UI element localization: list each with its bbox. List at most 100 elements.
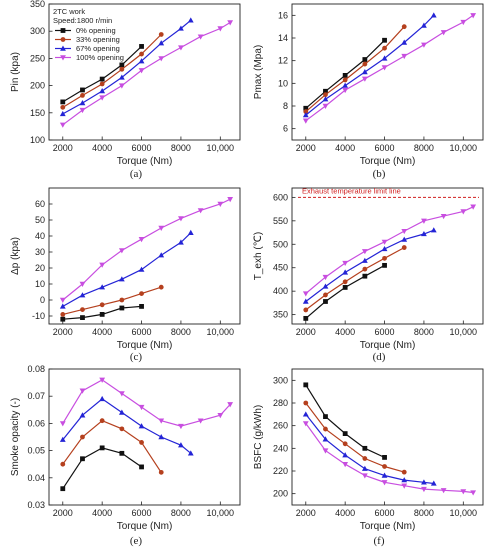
y-tick-label: 600 — [273, 192, 288, 202]
plot-frame — [48, 3, 241, 141]
data-point — [302, 421, 309, 427]
data-point — [382, 464, 387, 469]
data-point — [158, 434, 165, 440]
data-point — [401, 39, 408, 45]
chart-panel-d: 2000 4000 6000 8000 10,000 350 400 450 500 550 600… — [253, 186, 484, 363]
x-tick-label: 2000 — [53, 508, 73, 518]
data-point — [119, 62, 125, 68]
y-tick-label: 200 — [30, 81, 45, 91]
plot-frame — [291, 187, 484, 325]
data-point — [302, 411, 309, 417]
plot-frame — [48, 187, 241, 325]
data-point — [158, 252, 165, 258]
data-point — [139, 291, 144, 296]
y-tick-label: 10 — [278, 78, 288, 88]
data-point — [187, 229, 194, 235]
data-point — [138, 266, 145, 272]
data-point — [197, 418, 204, 424]
data-point — [158, 469, 164, 475]
data-point — [158, 225, 165, 231]
data-point — [99, 262, 106, 268]
data-point — [430, 12, 437, 18]
data-point — [303, 307, 309, 313]
x-tick-label: 6000 — [375, 327, 395, 337]
data-point — [401, 483, 408, 489]
series-line — [62, 198, 231, 301]
legend-label: 33% opening — [76, 35, 120, 44]
data-point — [60, 316, 66, 322]
y-tick-label: 350 — [273, 310, 288, 320]
y-tick-label: 500 — [273, 239, 288, 249]
data-point — [361, 249, 368, 255]
data-point — [323, 88, 328, 94]
data-point — [303, 382, 309, 388]
series-67-opening — [302, 411, 437, 486]
x-tick-label: 10,000 — [207, 508, 235, 518]
data-point — [362, 445, 368, 451]
legend-label: 0% opening — [76, 26, 116, 35]
series-67-opening — [59, 395, 194, 456]
y-tick-label: 250 — [30, 53, 45, 63]
data-point — [60, 486, 66, 492]
y-tick-label: 300 — [273, 375, 288, 385]
data-point — [362, 61, 368, 67]
data-point — [80, 434, 85, 440]
x-axis-label: Torque (Nm) — [117, 156, 173, 167]
series-33-opening — [303, 245, 407, 313]
series-0-opening — [60, 445, 144, 492]
data-point — [401, 477, 408, 483]
x-tick-label: 2000 — [296, 508, 316, 518]
y-tick-label: 260 — [273, 421, 288, 431]
x-tick-label: 6000 — [132, 143, 152, 153]
data-point — [79, 107, 86, 114]
data-point — [322, 436, 329, 442]
data-point — [99, 312, 105, 317]
y-tick-label: 20 — [35, 263, 45, 273]
data-point — [59, 303, 66, 309]
legend-label: 100% opening — [76, 53, 124, 62]
series-line — [305, 247, 405, 311]
series-line — [305, 14, 435, 116]
data-point — [217, 201, 224, 207]
series-33-opening — [60, 418, 164, 475]
data-point — [119, 297, 125, 303]
legend-header-work: 2TC work — [53, 7, 85, 16]
series-100-opening — [302, 204, 477, 297]
data-point — [342, 431, 348, 436]
data-point — [138, 58, 145, 64]
x-axis-label: Torque (Nm) — [360, 156, 416, 167]
data-point — [118, 409, 125, 415]
data-point — [361, 465, 368, 471]
data-point — [302, 112, 309, 118]
series-line — [305, 229, 435, 302]
series-line — [305, 206, 474, 294]
legend-entry-67-opening: 67% opening — [55, 44, 120, 53]
data-point — [323, 292, 328, 298]
panel-label: (d) — [373, 351, 386, 363]
series-0-opening — [60, 304, 144, 322]
y-axis-label: T_exh (℃) — [253, 232, 264, 280]
data-point — [139, 304, 144, 309]
data-point — [381, 55, 388, 61]
y-tick-label: 10 — [35, 279, 45, 289]
legend-marker — [60, 37, 66, 42]
data-point — [460, 489, 467, 495]
x-axis-label: Torque (Nm) — [117, 521, 173, 532]
legend-marker — [60, 28, 66, 33]
data-point — [401, 245, 407, 250]
data-point — [119, 305, 125, 311]
data-point — [382, 455, 387, 460]
y-tick-label: 280 — [273, 398, 288, 408]
y-tick-label: 0.05 — [27, 446, 45, 456]
series-line — [62, 398, 192, 454]
x-tick-label: 2000 — [53, 143, 73, 153]
x-tick-label: 8000 — [171, 508, 191, 518]
y-axis-label: Δp (kpa) — [10, 237, 21, 275]
panel-label: (e) — [130, 535, 143, 547]
data-point — [60, 104, 66, 110]
data-point — [362, 266, 368, 272]
data-point — [303, 109, 309, 115]
data-point — [178, 442, 184, 448]
data-point — [342, 260, 349, 267]
